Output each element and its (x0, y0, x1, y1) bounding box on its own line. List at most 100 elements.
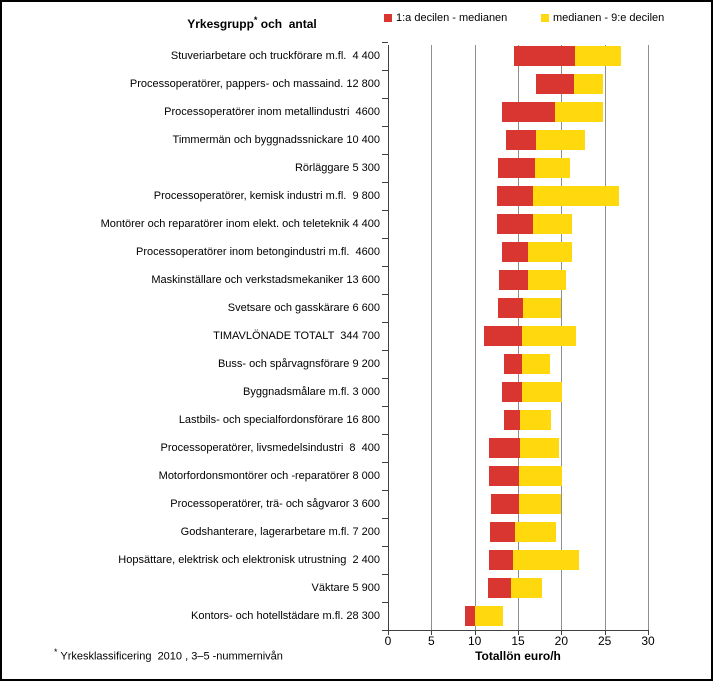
category-axis-tick (382, 98, 388, 99)
x-axis-tick (561, 630, 563, 635)
x-axis-tick (648, 630, 649, 635)
bar-median-to-ninth-decile (536, 130, 585, 150)
bar-first-decile-to-median (484, 326, 523, 346)
x-axis-tick-label: 15 (511, 634, 525, 648)
category-axis-tick (382, 42, 388, 43)
bar-first-decile-to-median (487, 578, 512, 598)
bar-median-to-ninth-decile (474, 606, 504, 626)
x-axis-tick-label: 0 (384, 634, 392, 648)
category-axis-tick (382, 154, 388, 155)
category-axis-tick (382, 126, 388, 127)
bar-first-decile-to-median (465, 606, 475, 626)
bar-median-to-ninth-decile (532, 186, 619, 206)
category-axis-tick (382, 238, 388, 239)
x-axis-tick (388, 630, 389, 635)
bar-median-to-ninth-decile (518, 494, 562, 514)
category-label: Buss- och spårvagnsförare 9 200 (217, 358, 380, 370)
bar-median-to-ninth-decile (512, 550, 579, 570)
red-swatch-icon (384, 14, 392, 22)
bar-median-to-ninth-decile (574, 74, 603, 94)
footnote-text: Yrkesklassificering 2010 , 3–5 -nummerni… (57, 650, 283, 663)
bar-first-decile-to-median (536, 74, 575, 94)
x-axis-tick-label: 20 (554, 634, 568, 648)
x-axis-tick-label: 10 (467, 634, 482, 648)
category-label: Hopsättare, elektrisk och elektronisk ut… (118, 554, 380, 566)
bar-first-decile-to-median (498, 158, 536, 178)
bar-median-to-ninth-decile (519, 438, 559, 458)
bar-median-to-ninth-decile (535, 158, 570, 178)
bar-first-decile-to-median (490, 522, 516, 542)
category-labels: Stuveriarbetare och truckförare m.fl. 4 … (2, 42, 382, 630)
category-axis-tick (382, 630, 388, 631)
category-axis-tick (382, 546, 388, 547)
bar-median-to-ninth-decile (522, 354, 551, 374)
category-axis-tick (382, 322, 388, 323)
bar-first-decile-to-median (504, 354, 523, 374)
category-axis-tick (382, 294, 388, 295)
gridline (648, 45, 649, 630)
category-label: Processoperatörer, kemisk industri m.fl.… (153, 190, 380, 202)
category-axis-tick (382, 434, 388, 435)
bar-median-to-ninth-decile (511, 578, 543, 598)
gridline (474, 45, 476, 630)
category-label: Lastbils- och specialfordonsförare 16 80… (178, 414, 380, 426)
bar-median-to-ninth-decile (528, 270, 566, 290)
category-axis-tick (382, 210, 388, 211)
category-label: Maskinställare och verkstadsmekaniker 13… (151, 274, 380, 286)
category-axis-tick (382, 574, 388, 575)
category-label: Motorfordonsmontörer och -reparatörer 8 … (158, 470, 380, 482)
category-label: Processoperatörer, trä- och sågvaror 3 6… (170, 498, 380, 510)
bar-median-to-ninth-decile (522, 326, 577, 346)
bar-first-decile-to-median (488, 466, 519, 486)
category-axis-tick (382, 182, 388, 183)
bar-first-decile-to-median (501, 382, 523, 402)
category-label: Timmermän och byggnadssnickare 10 400 (172, 134, 380, 146)
chart-title-suffix: och antal (257, 17, 317, 31)
x-axis-tick-label: 5 (427, 634, 435, 648)
gridline (431, 45, 433, 630)
x-axis-title: Totallön euro/h (475, 649, 561, 663)
x-axis-tick (604, 630, 606, 635)
category-label: Rörläggare 5 300 (294, 162, 380, 174)
legend-item-first-decile: 1:a decilen - medianen (384, 12, 507, 26)
category-label: Processoperatörer inom betongindustri m.… (136, 246, 380, 258)
bar-median-to-ninth-decile (523, 298, 562, 318)
footnote: * Yrkesklassificering 2010 , 3–5 -nummer… (54, 647, 283, 663)
category-axis-tick (382, 602, 388, 603)
bar-median-to-ninth-decile (555, 102, 603, 122)
bar-first-decile-to-median (497, 186, 533, 206)
category-axis-tick (382, 266, 388, 267)
category-axis-tick (382, 378, 388, 379)
category-label: Byggnadsmålare m.fl. 3 000 (243, 386, 380, 398)
footnote-marker-icon: * (253, 15, 258, 25)
bar-first-decile-to-median (497, 214, 533, 234)
footnote-marker-icon: * (54, 647, 58, 657)
category-label: Processoperatörer, livsmedelsindustri 8 … (160, 442, 381, 454)
bar-first-decile-to-median (502, 102, 556, 122)
x-axis-tick (431, 630, 433, 635)
bar-first-decile-to-median (504, 410, 520, 430)
category-label: Stuveriarbetare och truckförare m.fl. 4 … (170, 50, 380, 62)
bar-median-to-ninth-decile (532, 214, 572, 234)
bar-median-to-ninth-decile (528, 242, 572, 262)
bar-median-to-ninth-decile (519, 410, 551, 430)
category-label: Processoperatörer inom metallindustri 46… (164, 106, 380, 118)
bar-first-decile-to-median (498, 298, 524, 318)
bar-first-decile-to-median (502, 242, 529, 262)
bar-first-decile-to-median (488, 550, 513, 570)
bar-first-decile-to-median (505, 130, 537, 150)
category-label: Processoperatörer, pappers- och massaind… (129, 78, 380, 90)
chart-title: Yrkesgrupp* och antal (112, 15, 392, 31)
legend-label-first-decile: 1:a decilen - medianen (396, 12, 508, 24)
gridline (604, 45, 606, 630)
x-axis-tick-label: 30 (641, 634, 655, 648)
category-axis-tick (382, 490, 388, 491)
x-axis-tick (474, 630, 476, 635)
bar-first-decile-to-median (491, 494, 519, 514)
category-label: Godshanterare, lagerarbetare m.fl. 7 200 (180, 526, 380, 538)
legend-item-median-ninth: medianen - 9:e decilen (541, 12, 664, 26)
bar-median-to-ninth-decile (518, 466, 563, 486)
category-axis-tick (382, 462, 388, 463)
legend-label-median-ninth: medianen - 9:e decilen (553, 12, 665, 24)
